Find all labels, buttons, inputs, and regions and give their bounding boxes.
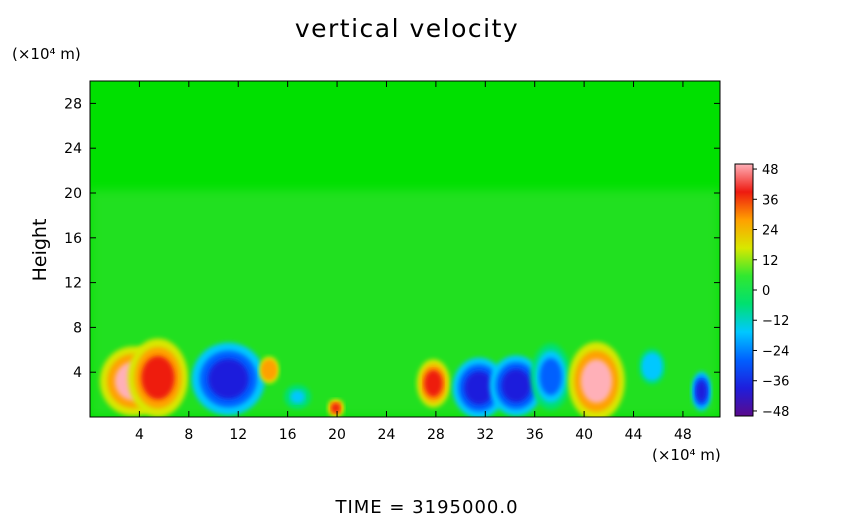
x-tick-label: 16 xyxy=(279,427,297,443)
velocity-contour xyxy=(290,390,305,404)
x-tick-label: 4 xyxy=(135,427,144,443)
velocity-contour xyxy=(207,358,249,400)
velocity-contour xyxy=(539,358,562,396)
velocity-contour xyxy=(501,368,531,403)
velocity-cell xyxy=(259,356,280,384)
colorbar-tick-label: −12 xyxy=(762,314,789,329)
velocity-contour xyxy=(263,362,275,378)
velocity-contour xyxy=(695,380,708,403)
y-axis-unit: (×10⁴ m) xyxy=(12,45,81,63)
colorbar-tick-label: 0 xyxy=(762,284,770,299)
velocity-features xyxy=(99,338,712,417)
x-tick-label: 28 xyxy=(427,427,445,443)
velocity-contour xyxy=(644,356,660,377)
colorbar-tick-label: 48 xyxy=(762,163,779,178)
velocity-contour xyxy=(141,355,175,400)
y-tick-label: 28 xyxy=(64,96,82,112)
x-tick-label: 48 xyxy=(674,427,692,443)
x-axis: 4 8 12 16 20 24 28 32 36 40 44 48 xyxy=(135,81,692,443)
colorbar-tick-label: 24 xyxy=(762,224,779,239)
velocity-contour xyxy=(464,371,494,405)
colorbar-tick-label: 36 xyxy=(762,193,779,208)
colorbar-bar xyxy=(734,163,754,417)
x-tick-label: 12 xyxy=(229,427,247,443)
x-tick-label: 8 xyxy=(184,427,193,443)
y-tick-label: 20 xyxy=(64,186,82,202)
velocity-contour xyxy=(331,403,341,414)
x-tick-label: 20 xyxy=(328,427,346,443)
colorbar-tick-label: 12 xyxy=(762,254,779,269)
x-tick-label: 32 xyxy=(476,427,494,443)
plot-area xyxy=(90,81,720,417)
x-tick-label: 36 xyxy=(526,427,544,443)
velocity-contour xyxy=(580,359,613,403)
velocity-cell xyxy=(568,341,625,417)
velocity-cell xyxy=(416,359,451,408)
colorbar-tick-label: −36 xyxy=(762,375,789,390)
plot-frame xyxy=(89,80,721,418)
colorbar: 48 36 24 12 0 −12 −24 −36 −48 xyxy=(734,163,789,420)
velocity-cell xyxy=(284,384,311,409)
y-axis: 4 8 12 16 20 24 28 xyxy=(64,96,720,381)
velocity-cell xyxy=(327,398,345,417)
colorbar-tick-label: −24 xyxy=(762,344,789,359)
y-tick-label: 8 xyxy=(73,320,82,336)
time-label: TIME = 3195000.0 xyxy=(335,497,519,518)
y-tick-label: 16 xyxy=(64,231,82,247)
velocity-cell xyxy=(127,338,188,417)
y-tick-label: 24 xyxy=(64,141,82,157)
y-tick-label: 4 xyxy=(73,365,82,381)
chart-title: vertical velocity xyxy=(294,14,520,43)
x-tick-label: 24 xyxy=(378,427,396,443)
velocity-cell xyxy=(530,343,571,410)
x-tick-label: 40 xyxy=(575,427,593,443)
y-tick-label: 12 xyxy=(64,276,82,292)
velocity-cell xyxy=(191,342,266,416)
velocity-cell xyxy=(691,371,712,411)
velocity-contour xyxy=(424,369,443,397)
velocity-cell xyxy=(638,348,666,385)
velocity-cell xyxy=(489,355,543,416)
x-tick-label: 44 xyxy=(625,427,643,443)
x-axis-unit: (×10⁴ m) xyxy=(652,446,721,464)
colorbar-tick-label: −48 xyxy=(762,405,789,420)
